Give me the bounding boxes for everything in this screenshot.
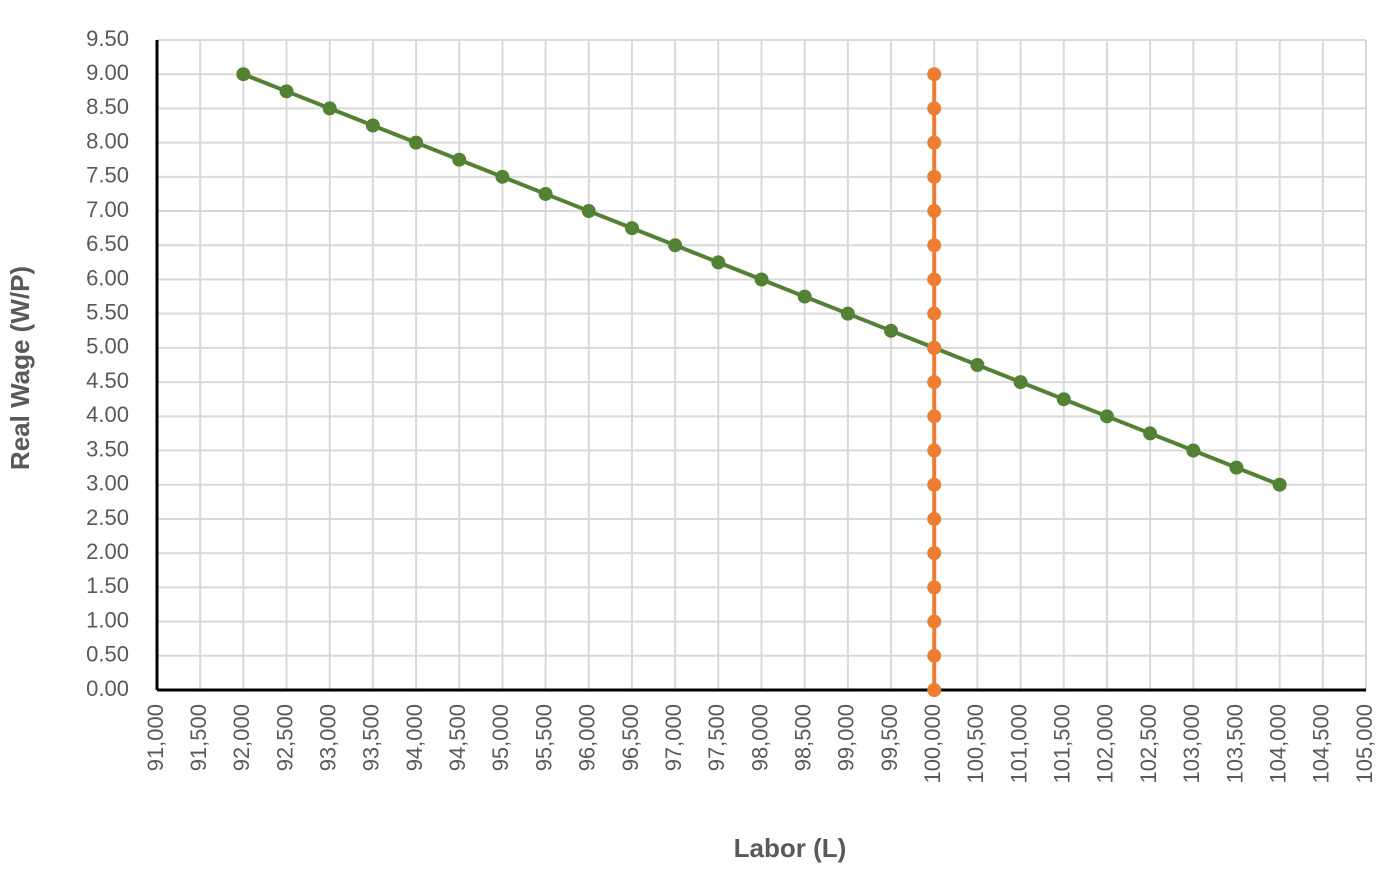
x-tick-label: 93,000 xyxy=(316,704,341,771)
data-point xyxy=(927,409,942,424)
data-point xyxy=(538,186,553,201)
y-tick-label: 2.00 xyxy=(86,539,129,564)
data-point xyxy=(927,135,942,150)
data-point xyxy=(797,289,812,304)
data-point xyxy=(840,306,855,321)
y-tick-label: 7.50 xyxy=(86,163,129,188)
data-point xyxy=(927,580,942,595)
y-tick-label: 6.00 xyxy=(86,265,129,290)
y-tick-label: 4.00 xyxy=(86,402,129,427)
data-point xyxy=(1099,409,1114,424)
x-tick-label: 92,500 xyxy=(272,704,297,771)
y-tick-label: 3.50 xyxy=(86,436,129,461)
data-point xyxy=(927,101,942,116)
x-tick-label: 94,000 xyxy=(402,704,427,771)
y-tick-label: 9.50 xyxy=(86,26,129,51)
x-tick-label: 105,000 xyxy=(1352,704,1377,784)
data-point xyxy=(970,358,985,372)
data-point xyxy=(927,272,942,287)
data-point xyxy=(927,683,942,697)
x-tick-label: 96,000 xyxy=(575,704,600,771)
y-tick-label: 4.50 xyxy=(86,368,129,393)
data-point xyxy=(581,204,596,219)
data-point xyxy=(452,152,467,167)
data-point xyxy=(927,443,942,458)
y-axis-title: Real Wage (W/P) xyxy=(5,266,35,470)
data-point xyxy=(1272,477,1287,492)
x-tick-label: 100,000 xyxy=(920,704,945,784)
data-point xyxy=(365,118,380,133)
data-point xyxy=(1229,460,1244,475)
data-point xyxy=(927,238,942,253)
data-point xyxy=(927,477,942,492)
x-tick-label: 102,500 xyxy=(1136,704,1161,784)
x-tick-label: 98,500 xyxy=(790,704,815,771)
x-tick-label: 94,500 xyxy=(445,704,470,771)
data-point xyxy=(927,340,942,355)
y-tick-label: 5.50 xyxy=(86,299,129,324)
data-point xyxy=(322,101,337,116)
data-point xyxy=(624,221,639,236)
data-point xyxy=(927,546,942,561)
x-tick-label: 97,500 xyxy=(704,704,729,771)
y-tick-label: 1.00 xyxy=(86,607,129,632)
data-point xyxy=(927,306,942,321)
x-tick-label: 101,000 xyxy=(1006,704,1031,784)
data-point xyxy=(1056,392,1071,407)
y-tick-label: 5.00 xyxy=(86,334,129,359)
x-tick-label: 93,500 xyxy=(359,704,384,771)
x-tick-label: 96,500 xyxy=(618,704,643,771)
data-point xyxy=(1013,375,1028,390)
y-tick-label: 0.50 xyxy=(86,642,129,667)
data-point xyxy=(236,67,251,82)
x-tick-label: 95,500 xyxy=(531,704,556,771)
data-point xyxy=(1143,426,1158,441)
x-tick-label: 101,500 xyxy=(1050,704,1075,784)
x-tick-label: 102,000 xyxy=(1093,704,1118,784)
data-point xyxy=(927,375,942,390)
y-tick-label: 6.50 xyxy=(86,231,129,256)
x-tick-label: 98,000 xyxy=(747,704,772,771)
y-tick-label: 8.50 xyxy=(86,94,129,119)
data-point xyxy=(927,169,942,184)
data-point xyxy=(927,67,942,82)
x-tick-label: 104,500 xyxy=(1309,704,1334,784)
y-tick-label: 7.00 xyxy=(86,197,129,222)
x-tick-label: 92,000 xyxy=(229,704,254,771)
data-point xyxy=(754,272,769,287)
x-tick-label: 104,000 xyxy=(1265,704,1290,784)
data-point xyxy=(711,255,726,270)
data-point xyxy=(884,323,899,338)
y-tick-label: 9.00 xyxy=(86,60,129,85)
x-tick-label: 103,500 xyxy=(1222,704,1247,784)
data-point xyxy=(927,511,942,526)
data-point xyxy=(927,204,942,219)
x-tick-label: 97,000 xyxy=(661,704,686,771)
data-point xyxy=(279,84,294,99)
x-tick-label: 95,000 xyxy=(488,704,513,771)
x-tick-label: 99,500 xyxy=(877,704,902,771)
y-tick-label: 3.00 xyxy=(86,471,129,496)
data-point xyxy=(927,614,942,629)
y-tick-label: 8.00 xyxy=(86,128,129,153)
data-point xyxy=(1186,443,1201,458)
data-point xyxy=(495,169,510,184)
x-tick-label: 99,000 xyxy=(834,704,859,771)
x-tick-label: 91,000 xyxy=(143,704,168,771)
y-tick-label: 0.00 xyxy=(86,676,129,701)
data-point xyxy=(668,238,683,253)
x-tick-label: 100,500 xyxy=(963,704,988,784)
x-axis-title: Labor (L) xyxy=(734,833,847,863)
data-point xyxy=(409,135,424,150)
data-point xyxy=(927,648,942,663)
y-tick-label: 2.50 xyxy=(86,505,129,530)
x-tick-label: 91,500 xyxy=(186,704,211,771)
y-tick-label: 1.50 xyxy=(86,573,129,598)
x-tick-label: 103,000 xyxy=(1179,704,1204,784)
